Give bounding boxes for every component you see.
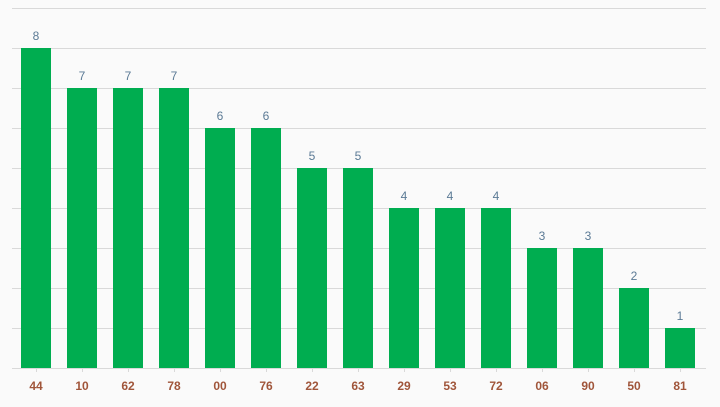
- bar-90[interactable]: [573, 248, 603, 368]
- value-label-06: 3: [539, 229, 546, 243]
- category-label-22: 22: [305, 379, 319, 393]
- bar-62[interactable]: [113, 88, 143, 368]
- bar-10[interactable]: [67, 88, 97, 368]
- bar-63[interactable]: [343, 168, 373, 368]
- bar-72[interactable]: [481, 208, 511, 368]
- category-label-53: 53: [443, 379, 457, 393]
- value-label-78: 7: [171, 69, 178, 83]
- value-label-22: 5: [309, 149, 316, 163]
- category-label-78: 78: [167, 379, 181, 393]
- category-label-63: 63: [351, 379, 365, 393]
- value-label-50: 2: [631, 269, 638, 283]
- value-label-72: 4: [493, 189, 500, 203]
- value-label-76: 6: [263, 109, 270, 123]
- bar-22[interactable]: [297, 168, 327, 368]
- bar-53[interactable]: [435, 208, 465, 368]
- category-label-50: 50: [627, 379, 641, 393]
- category-label-90: 90: [581, 379, 595, 393]
- value-label-44: 8: [33, 29, 40, 43]
- category-label-06: 06: [535, 379, 549, 393]
- bar-00[interactable]: [205, 128, 235, 368]
- category-label-layer: 44 10 62 78 00 76 22 63 29 53 72 06 90 50 81: [29, 379, 687, 393]
- category-label-81: 81: [673, 379, 687, 393]
- value-label-layer: 8 7 7 7 6 6 5 5 4 4 4 3 3 2 1: [33, 29, 684, 323]
- category-label-62: 62: [121, 379, 135, 393]
- category-label-10: 10: [75, 379, 89, 393]
- bar-44[interactable]: [21, 48, 51, 368]
- category-label-29: 29: [397, 379, 411, 393]
- bar-76[interactable]: [251, 128, 281, 368]
- value-label-81: 1: [677, 309, 684, 323]
- value-label-62: 7: [125, 69, 132, 83]
- bar-78[interactable]: [159, 88, 189, 368]
- category-label-00: 00: [213, 379, 227, 393]
- category-label-72: 72: [489, 379, 503, 393]
- category-label-76: 76: [259, 379, 273, 393]
- value-label-10: 7: [79, 69, 86, 83]
- value-label-63: 5: [355, 149, 362, 163]
- bar-06[interactable]: [527, 248, 557, 368]
- category-label-44: 44: [29, 379, 43, 393]
- value-label-00: 6: [217, 109, 224, 123]
- bar-29[interactable]: [389, 208, 419, 368]
- bar-layer: [21, 48, 695, 368]
- bar-50[interactable]: [619, 288, 649, 368]
- value-label-53: 4: [447, 189, 454, 203]
- value-label-29: 4: [401, 189, 408, 203]
- bar-81[interactable]: [665, 328, 695, 368]
- value-label-90: 3: [585, 229, 592, 243]
